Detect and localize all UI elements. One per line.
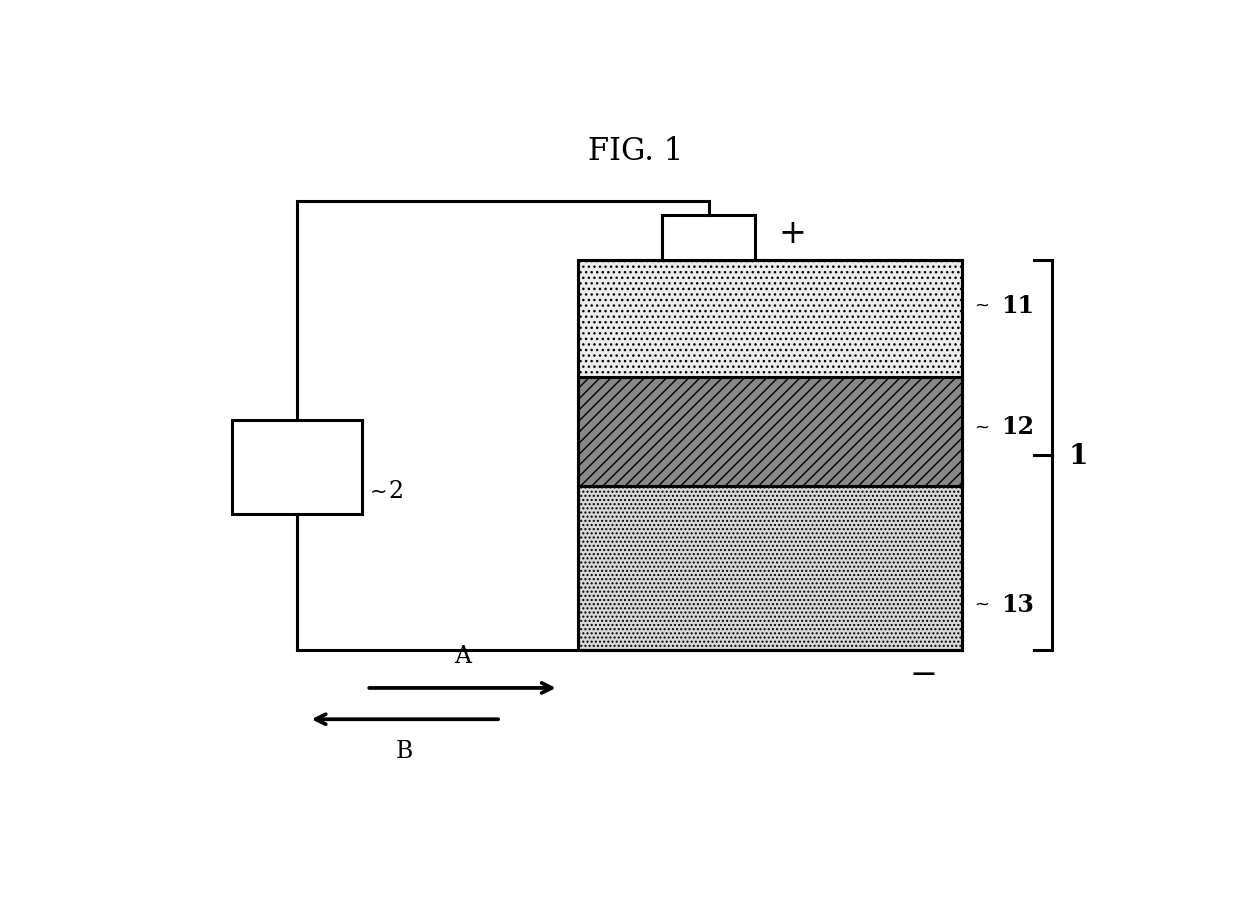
Bar (578, 261, 962, 378)
Bar (662, 216, 755, 261)
Text: 13: 13 (1001, 593, 1034, 616)
Text: ~: ~ (973, 418, 988, 436)
Bar (578, 261, 962, 650)
Text: 2: 2 (388, 480, 404, 502)
Text: FIG. 1: FIG. 1 (588, 136, 683, 167)
Text: 12: 12 (1001, 415, 1034, 438)
Text: 11: 11 (1001, 293, 1034, 318)
Text: ~: ~ (973, 595, 988, 613)
Bar (578, 486, 962, 650)
Text: 1: 1 (1069, 442, 1089, 469)
Text: ~: ~ (370, 481, 387, 502)
Bar (232, 420, 362, 514)
Text: ~: ~ (973, 297, 988, 315)
Text: B: B (396, 739, 414, 762)
Text: A: A (454, 644, 471, 667)
Text: −: − (910, 658, 937, 690)
Text: +: + (779, 218, 806, 250)
Bar (578, 378, 962, 486)
